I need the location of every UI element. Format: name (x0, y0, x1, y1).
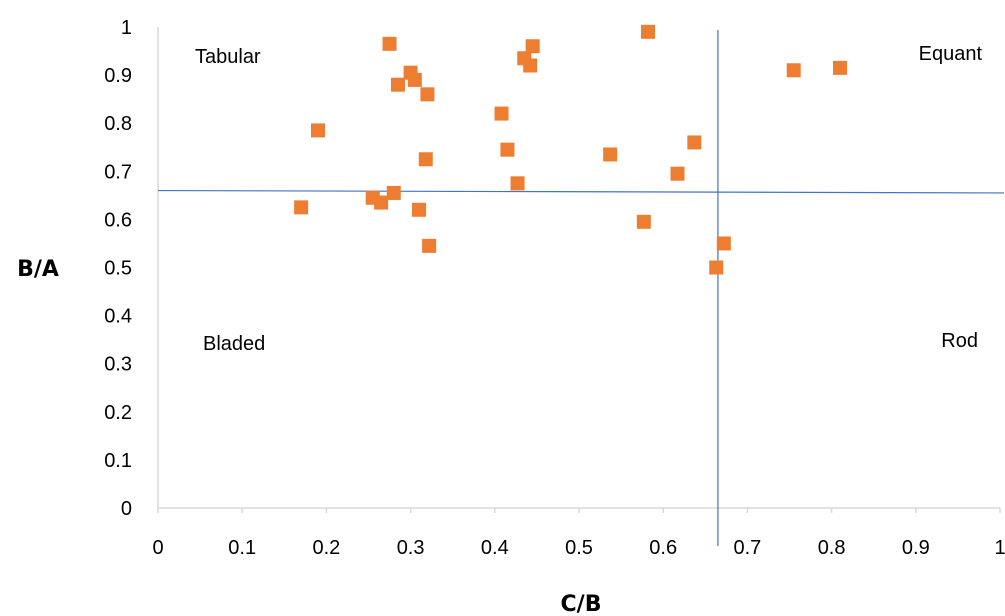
region-label-tabular: Tabular (195, 46, 261, 68)
y-tick-label: 0.5 (104, 258, 132, 280)
data-point (523, 58, 538, 73)
data-point (382, 36, 397, 51)
y-tick-label: 0.3 (104, 354, 132, 376)
y-tick-label: 0.8 (104, 113, 132, 135)
region-label-bladed: Bladed (203, 333, 265, 355)
data-point (494, 106, 509, 121)
y-axis-title: B/A (17, 257, 59, 282)
data-point (412, 202, 427, 217)
data-point (709, 260, 724, 275)
plot-frame (157, 27, 1001, 513)
x-axis-title: C/B (561, 592, 602, 616)
data-point (374, 195, 389, 210)
y-tick-label: 0.6 (104, 209, 132, 231)
data-point (670, 166, 685, 181)
data-point (500, 142, 515, 157)
data-point (310, 123, 325, 138)
horizontal-divider-line (157, 189, 1005, 194)
data-point (422, 238, 437, 253)
y-tick-label: 0.7 (104, 161, 132, 183)
y-tick-label: 0.2 (104, 402, 132, 424)
data-point (833, 60, 848, 75)
region-labels: Tabular Equant Bladed Rod (195, 43, 982, 355)
data-point (294, 200, 309, 215)
y-tick-label: 0.1 (104, 450, 132, 472)
x-tick-label: 0.5 (565, 537, 593, 559)
data-point (786, 63, 801, 78)
x-tick-label: 0.7 (733, 537, 761, 559)
data-point (390, 77, 405, 92)
y-tick-label: 0.4 (104, 306, 132, 328)
x-tick-label: 0 (152, 537, 163, 559)
data-point (510, 176, 525, 191)
x-tick-label: 0.6 (649, 537, 677, 559)
data-point (525, 39, 540, 54)
y-tick-label: 1 (121, 17, 132, 39)
data-point (418, 152, 433, 167)
x-tick-label: 1 (994, 537, 1005, 559)
data-point (420, 87, 435, 102)
y-tick-label: 0 (121, 498, 132, 520)
data-point (687, 135, 702, 150)
x-tick-label: 0.3 (397, 537, 425, 559)
x-tick-label: 0.1 (228, 537, 256, 559)
quadrant-dividers (157, 30, 1005, 546)
data-point (716, 236, 731, 251)
x-tick-label: 0.9 (902, 537, 930, 559)
region-label-equant: Equant (919, 43, 983, 65)
x-tick-label: 0.8 (818, 537, 846, 559)
y-tick-label: 0.9 (104, 65, 132, 87)
region-label-rod: Rod (941, 330, 978, 352)
data-point (641, 24, 656, 39)
data-point (636, 214, 651, 229)
data-point (407, 72, 422, 87)
data-points (294, 24, 848, 275)
data-point (386, 185, 401, 200)
x-tick-label: 0.2 (312, 537, 340, 559)
x-tick-labels: 0 0.1 0.2 0.3 0.4 0.5 0.6 0.7 0.8 0.9 1 (152, 537, 1005, 559)
data-point (603, 147, 618, 162)
y-tick-labels: 0 0.1 0.2 0.3 0.4 0.5 0.6 0.7 0.8 0.9 1 (104, 17, 132, 520)
x-tick-label: 0.4 (481, 537, 509, 559)
